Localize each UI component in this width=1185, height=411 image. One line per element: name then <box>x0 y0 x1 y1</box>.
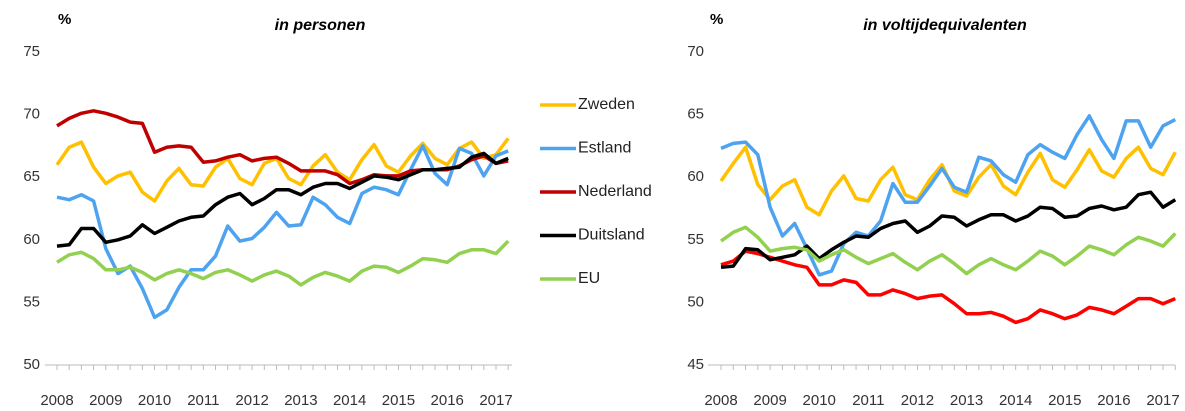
x-tick-label: 2010 <box>803 392 836 409</box>
x-tick-label: 2013 <box>284 392 317 409</box>
x-tick-label: 2012 <box>901 392 934 409</box>
x-tick-label: 2011 <box>852 392 884 409</box>
y-tick-label: 55 <box>687 231 704 248</box>
y-tick-label: 65 <box>23 168 40 185</box>
chart-title: in voltijdequivalenten <box>863 17 1027 34</box>
series-line <box>720 190 1177 270</box>
x-tick-label: 2012 <box>235 392 268 409</box>
x-tick-label: 2008 <box>704 392 737 409</box>
x-tick-label: 2014 <box>999 392 1032 409</box>
y-tick-label: 70 <box>687 43 704 60</box>
legend-label: Duitsland <box>578 227 645 244</box>
series-line <box>56 151 509 248</box>
y-tick-label: 50 <box>23 356 40 373</box>
legend-label: Nederland <box>578 183 652 200</box>
y-tick-label: 65 <box>687 106 704 123</box>
x-tick-label: 2013 <box>950 392 983 409</box>
x-tick-label: 2009 <box>89 392 122 409</box>
legend-label: Zweden <box>578 96 635 113</box>
x-tick-label: 2014 <box>333 392 366 409</box>
x-tick-label: 2015 <box>382 392 415 409</box>
series-line <box>719 225 1177 276</box>
y-axis-unit: % <box>710 11 723 28</box>
legend-label: Estland <box>578 140 631 157</box>
x-tick-label: 2016 <box>431 392 464 409</box>
x-tick-label: 2011 <box>187 392 219 409</box>
x-tick-label: 2010 <box>138 392 171 409</box>
y-tick-label: 45 <box>687 356 704 373</box>
x-tick-label: 2008 <box>40 392 73 409</box>
series-line <box>720 114 1177 277</box>
series-line <box>719 145 1177 217</box>
y-tick-label: 50 <box>687 293 704 310</box>
y-axis-unit: % <box>58 11 71 28</box>
series-line <box>56 239 510 287</box>
chart-title: in personen <box>275 17 366 34</box>
x-tick-label: 2017 <box>1146 392 1179 409</box>
y-tick-label: 60 <box>23 231 40 248</box>
x-tick-label: 2016 <box>1097 392 1130 409</box>
series-line <box>720 249 1176 325</box>
series-line <box>55 137 510 203</box>
x-tick-label: 2017 <box>479 392 512 409</box>
x-tick-label: 2015 <box>1048 392 1081 409</box>
y-tick-label: 75 <box>23 43 40 60</box>
y-tick-label: 70 <box>23 106 40 123</box>
x-tick-label: 2009 <box>753 392 786 409</box>
y-tick-label: 60 <box>687 168 704 185</box>
y-tick-label: 55 <box>23 293 40 310</box>
legend-label: EU <box>578 270 600 287</box>
